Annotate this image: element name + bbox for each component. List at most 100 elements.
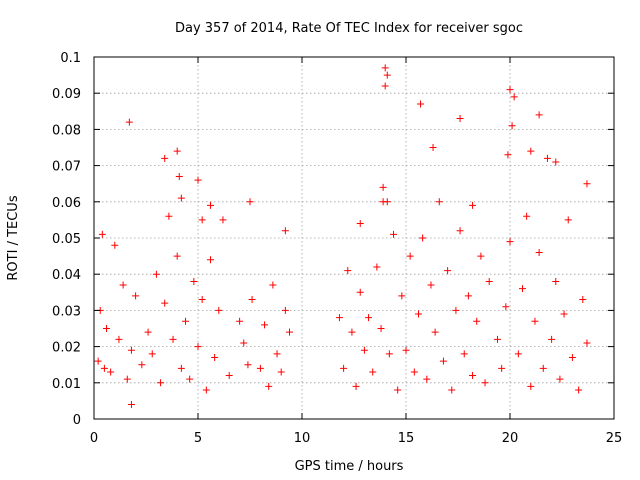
- data-point: [473, 317, 481, 325]
- data-point: [564, 216, 572, 224]
- data-point: [198, 216, 206, 224]
- data-point: [281, 306, 289, 314]
- data-point: [175, 172, 183, 180]
- data-point: [261, 321, 269, 329]
- data-point: [273, 350, 281, 358]
- data-point: [439, 357, 447, 365]
- data-point: [402, 346, 410, 354]
- data-point: [506, 86, 514, 94]
- data-point: [144, 328, 152, 336]
- data-point: [94, 357, 102, 365]
- data-point: [527, 147, 535, 155]
- x-tick-label: 20: [502, 431, 519, 446]
- y-tick-label: 0.04: [52, 268, 81, 283]
- x-axis-label: GPS time / hours: [295, 459, 404, 474]
- data-point: [494, 335, 502, 343]
- data-point: [132, 292, 140, 300]
- data-point: [206, 201, 214, 209]
- data-point: [215, 306, 223, 314]
- data-point: [206, 256, 214, 264]
- x-tick-label: 10: [294, 431, 311, 446]
- data-point: [369, 368, 377, 376]
- data-point: [531, 317, 539, 325]
- data-point: [194, 343, 202, 351]
- data-point: [535, 111, 543, 119]
- data-point: [352, 382, 360, 390]
- data-point: [256, 364, 264, 372]
- chart-title: Day 357 of 2014, Rate Of TEC Index for r…: [175, 21, 523, 36]
- y-tick-label: 0.01: [52, 377, 81, 392]
- data-point: [504, 151, 512, 159]
- data-point: [583, 180, 591, 188]
- data-point: [177, 194, 185, 202]
- data-point: [464, 292, 472, 300]
- data-point: [165, 212, 173, 220]
- data-point: [127, 401, 135, 409]
- data-point: [477, 252, 485, 260]
- data-point: [527, 382, 535, 390]
- data-point: [340, 364, 348, 372]
- data-point: [535, 248, 543, 256]
- y-tick-label: 0.08: [52, 123, 81, 138]
- data-point: [161, 154, 169, 162]
- data-point: [194, 176, 202, 184]
- data-point: [281, 227, 289, 235]
- data-point: [502, 303, 510, 311]
- data-point: [444, 267, 452, 275]
- data-point: [198, 296, 206, 304]
- data-point: [560, 310, 568, 318]
- data-point: [427, 281, 435, 289]
- data-point: [173, 252, 181, 260]
- data-point: [410, 368, 418, 376]
- data-point: [348, 328, 356, 336]
- data-point: [481, 379, 489, 387]
- y-tick-label: 0.09: [52, 87, 81, 102]
- data-point: [111, 241, 119, 249]
- y-tick-label: 0.06: [52, 196, 81, 211]
- data-point: [225, 372, 233, 380]
- data-point: [452, 306, 460, 314]
- data-point: [381, 64, 389, 72]
- data-point: [514, 350, 522, 358]
- data-point: [510, 93, 518, 101]
- data-point: [115, 335, 123, 343]
- data-point: [383, 198, 391, 206]
- data-points: [94, 64, 591, 409]
- x-tick-label: 25: [606, 431, 623, 446]
- data-point: [365, 314, 373, 322]
- data-point: [498, 364, 506, 372]
- data-point: [429, 144, 437, 151]
- data-point: [518, 285, 526, 293]
- data-point: [543, 154, 551, 162]
- data-point: [335, 314, 343, 322]
- data-point: [456, 227, 464, 235]
- data-point: [435, 198, 443, 206]
- x-tick-labels: 0 5 10 15 20 25: [90, 431, 622, 446]
- data-point: [506, 238, 514, 246]
- data-point: [177, 364, 185, 372]
- data-point: [148, 350, 156, 358]
- data-point: [552, 277, 560, 285]
- data-point: [485, 277, 493, 285]
- data-point: [240, 339, 248, 347]
- data-point: [356, 220, 364, 228]
- data-point: [219, 216, 227, 224]
- data-point: [102, 325, 110, 332]
- data-point: [414, 310, 422, 318]
- data-point: [211, 353, 219, 361]
- data-point: [523, 212, 531, 220]
- data-point: [556, 375, 564, 383]
- data-point: [377, 325, 385, 332]
- data-point: [236, 317, 244, 325]
- data-point: [508, 122, 516, 130]
- data-point: [379, 183, 387, 191]
- y-tick-label: 0.03: [52, 304, 81, 319]
- data-point: [286, 328, 294, 336]
- data-point: [356, 288, 364, 296]
- data-point: [244, 361, 252, 369]
- data-point: [265, 382, 273, 390]
- data-point: [138, 361, 146, 369]
- y-tick-label: 0.07: [52, 160, 81, 175]
- data-point: [152, 270, 160, 278]
- data-point: [539, 364, 547, 372]
